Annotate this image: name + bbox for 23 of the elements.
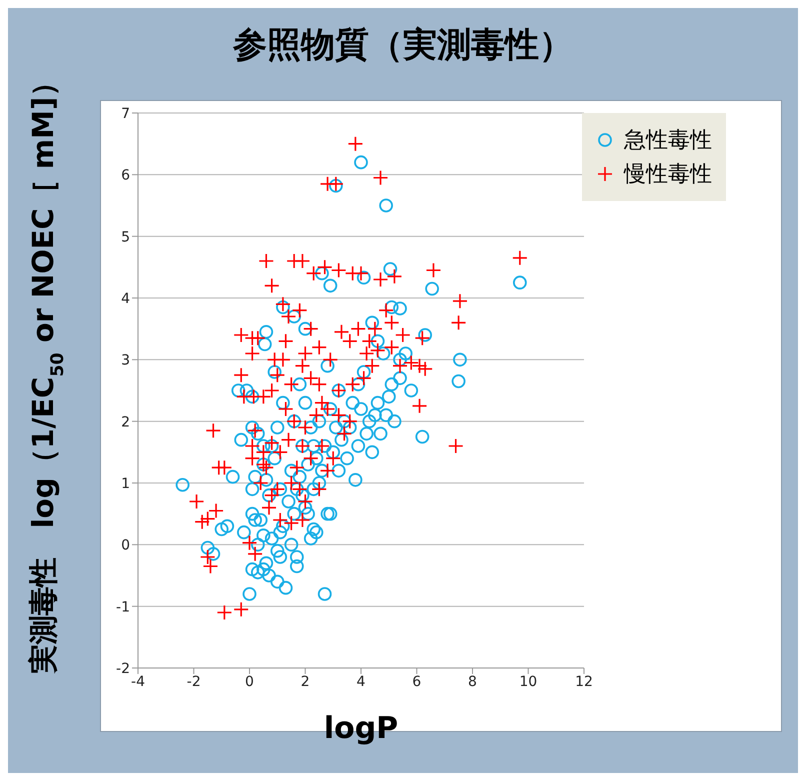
legend-label: 急性毒性: [624, 127, 712, 155]
x-axis-title: logP: [324, 711, 398, 746]
y-tick-label: 4: [121, 290, 130, 307]
x-tick-label: 4: [356, 674, 366, 690]
y-tick-label: 0: [121, 538, 130, 554]
y-tick-label: 3: [121, 352, 130, 369]
x-tick-label: -4: [131, 674, 146, 690]
x-tick-label: -2: [186, 674, 201, 690]
y-tick-label: 6: [121, 168, 130, 184]
x-tick-label: 10: [519, 674, 538, 690]
y-tick-label: 5: [121, 229, 130, 246]
x-tick-label: 8: [468, 674, 477, 690]
x-tick-label: 6: [412, 674, 422, 690]
y-tick-label: -1: [116, 599, 130, 616]
y-tick-label: 1: [121, 476, 130, 492]
y-tick-label: -2: [116, 660, 130, 677]
y-tick-label: 2: [121, 414, 130, 430]
legend-label: 慢性毒性: [624, 161, 712, 189]
x-tick-label: 2: [300, 674, 310, 690]
x-tick-label: 0: [245, 674, 254, 690]
chart-title: 参照物質（実測毒性）: [232, 24, 574, 67]
y-tick-label: 7: [121, 106, 130, 122]
x-tick-label: 12: [575, 674, 593, 690]
